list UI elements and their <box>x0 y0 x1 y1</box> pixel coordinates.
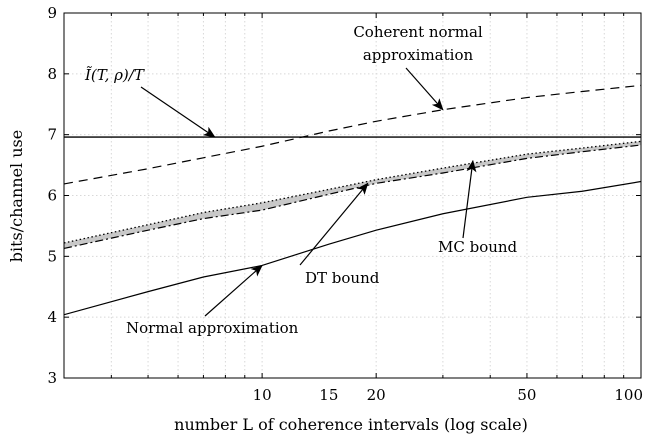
y-tick-label: 5 <box>47 247 57 265</box>
tick-marks <box>64 12 641 379</box>
y-tick-label: 8 <box>47 65 57 83</box>
series-dt-bound <box>64 144 641 250</box>
annotation-normal-approximation: Normal approximation <box>126 319 299 337</box>
series-normal-approximation <box>64 180 641 316</box>
x-tick-label: 50 <box>517 386 536 404</box>
annotation-coherent-line1: Coherent normal <box>353 23 483 41</box>
x-tick-label: 20 <box>367 386 386 404</box>
x-tick-label: 100 <box>614 386 643 404</box>
arrow-mutual-information <box>140 86 216 138</box>
annotation-dt-bound: DT bound <box>305 269 380 287</box>
y-axis-label: bits/channel use <box>7 130 26 262</box>
x-tick-label: 10 <box>253 386 272 404</box>
y-tick-label: 4 <box>47 308 57 326</box>
arrow-normal-approximation <box>204 264 263 317</box>
annotation-coherent-line2: approximation <box>363 46 474 64</box>
y-tick-label: 6 <box>47 187 57 205</box>
series-coherent-normal-approximation <box>64 84 641 185</box>
y-tick-label: 7 <box>47 126 57 144</box>
arrow-mc-bound <box>462 159 477 239</box>
x-tick-label: 15 <box>319 386 338 404</box>
arrow-coherent-normal-approximation <box>405 67 444 111</box>
grid <box>64 13 641 378</box>
y-tick-labels: 3 4 5 6 7 8 9 <box>47 4 57 387</box>
arrow-dt-bound <box>299 182 369 266</box>
annotation-mutual-information: Ĩ(T, ρ)/T <box>84 66 145 84</box>
x-tick-labels: 10 15 20 50 100 <box>253 386 643 404</box>
annotation-mc-bound: MC bound <box>438 238 518 256</box>
x-axis-label: number L of coherence intervals (log sca… <box>174 415 528 434</box>
y-tick-label: 9 <box>47 4 57 22</box>
y-tick-label: 3 <box>47 369 57 387</box>
